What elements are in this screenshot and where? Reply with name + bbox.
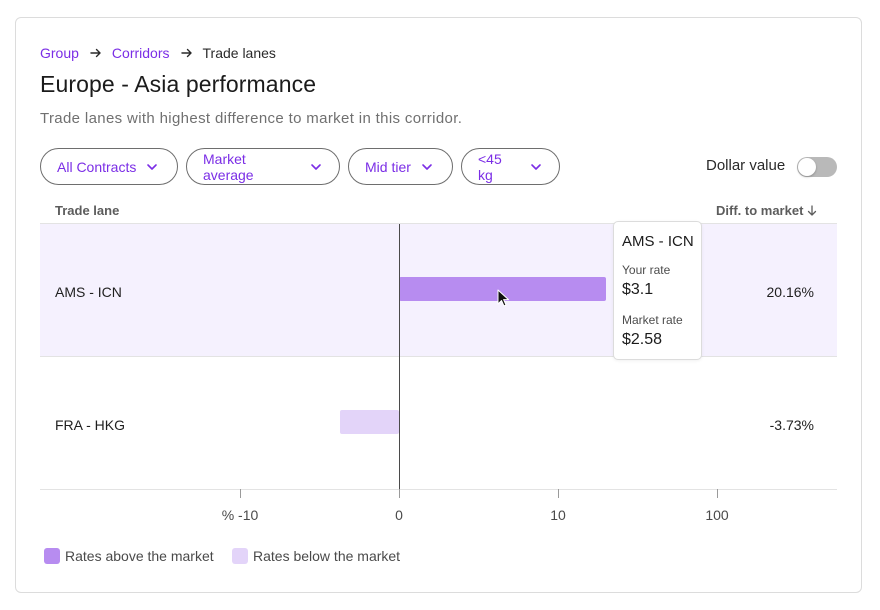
- zero-axis-line: [399, 224, 400, 489]
- axis-tick-label: 100: [705, 507, 729, 523]
- legend-swatch: [232, 548, 248, 564]
- axis-tick: [558, 489, 559, 498]
- column-header-diff-to-market[interactable]: Diff. to market: [716, 203, 817, 218]
- table-row[interactable]: FRA - HKG -3.73%: [40, 357, 837, 489]
- axis-tick-label: 10: [550, 507, 566, 523]
- trade-lane-label: AMS - ICN: [55, 284, 122, 300]
- column-header-label: Diff. to market: [716, 203, 804, 218]
- page-title: Europe - Asia performance: [40, 71, 317, 97]
- mouse-pointer-icon: [497, 289, 511, 309]
- dollar-value-toggle[interactable]: [797, 157, 837, 177]
- chevron-down-icon: [309, 160, 323, 174]
- filter-weight-dropdown[interactable]: <45 kg: [461, 148, 560, 185]
- legend-label: Rates below the market: [253, 548, 401, 564]
- breadcrumb-group-link[interactable]: Group: [40, 45, 79, 61]
- arrow-right-icon: [180, 47, 193, 59]
- filter-tier-dropdown[interactable]: Mid tier: [348, 148, 453, 185]
- filter-contracts-dropdown[interactable]: All Contracts: [40, 148, 178, 185]
- column-header-trade-lane: Trade lane: [55, 203, 120, 218]
- diff-to-market-value: -3.73%: [769, 417, 814, 433]
- breadcrumb-corridors-link[interactable]: Corridors: [111, 45, 170, 61]
- filter-label: <45 kg: [478, 150, 502, 183]
- dollar-value-label: Dollar value: [706, 157, 786, 174]
- axis-tick-label: % -10: [221, 507, 259, 523]
- diff-to-market-value: 20.16%: [766, 284, 814, 300]
- filter-label: All Contracts: [57, 158, 137, 175]
- filter-label: Market average: [203, 150, 254, 183]
- legend-item-above: Rates above the market: [44, 546, 214, 566]
- trade-lane-label: FRA - HKG: [55, 417, 126, 433]
- breadcrumb-current: Trade lanes: [202, 45, 276, 61]
- bar-below-market[interactable]: [339, 410, 399, 434]
- arrow-down-icon: [807, 204, 817, 217]
- chevron-down-icon: [529, 160, 543, 174]
- breadcrumb: Group Corridors Trade lanes: [40, 44, 276, 62]
- rate-tooltip: AMS - ICN Your rate $3.1 Market rate $2.…: [613, 221, 702, 360]
- axis-baseline: [40, 489, 837, 490]
- your-rate-label: Your rate: [622, 263, 671, 277]
- your-rate-value: $3.1: [622, 281, 654, 298]
- table-divider: [40, 356, 837, 357]
- legend-swatch: [44, 548, 60, 564]
- chevron-down-icon: [145, 160, 159, 174]
- table-divider: [40, 223, 837, 224]
- toggle-knob: [798, 158, 816, 176]
- market-rate-label: Market rate: [622, 313, 683, 327]
- tooltip-title: AMS - ICN: [622, 233, 694, 250]
- page-subtitle: Trade lanes with highest difference to m…: [40, 110, 463, 127]
- axis-tick: [399, 489, 400, 498]
- market-rate-value: $2.58: [622, 331, 663, 348]
- filter-label: Mid tier: [365, 158, 411, 175]
- legend-label: Rates above the market: [65, 548, 214, 564]
- arrow-right-icon: [90, 47, 102, 59]
- axis-tick-label: 0: [395, 507, 403, 523]
- legend-item-below: Rates below the market: [232, 546, 400, 566]
- filter-market-dropdown[interactable]: Market average: [186, 148, 340, 185]
- axis-tick: [717, 489, 718, 498]
- axis-tick: [240, 489, 241, 498]
- chevron-down-icon: [420, 160, 434, 174]
